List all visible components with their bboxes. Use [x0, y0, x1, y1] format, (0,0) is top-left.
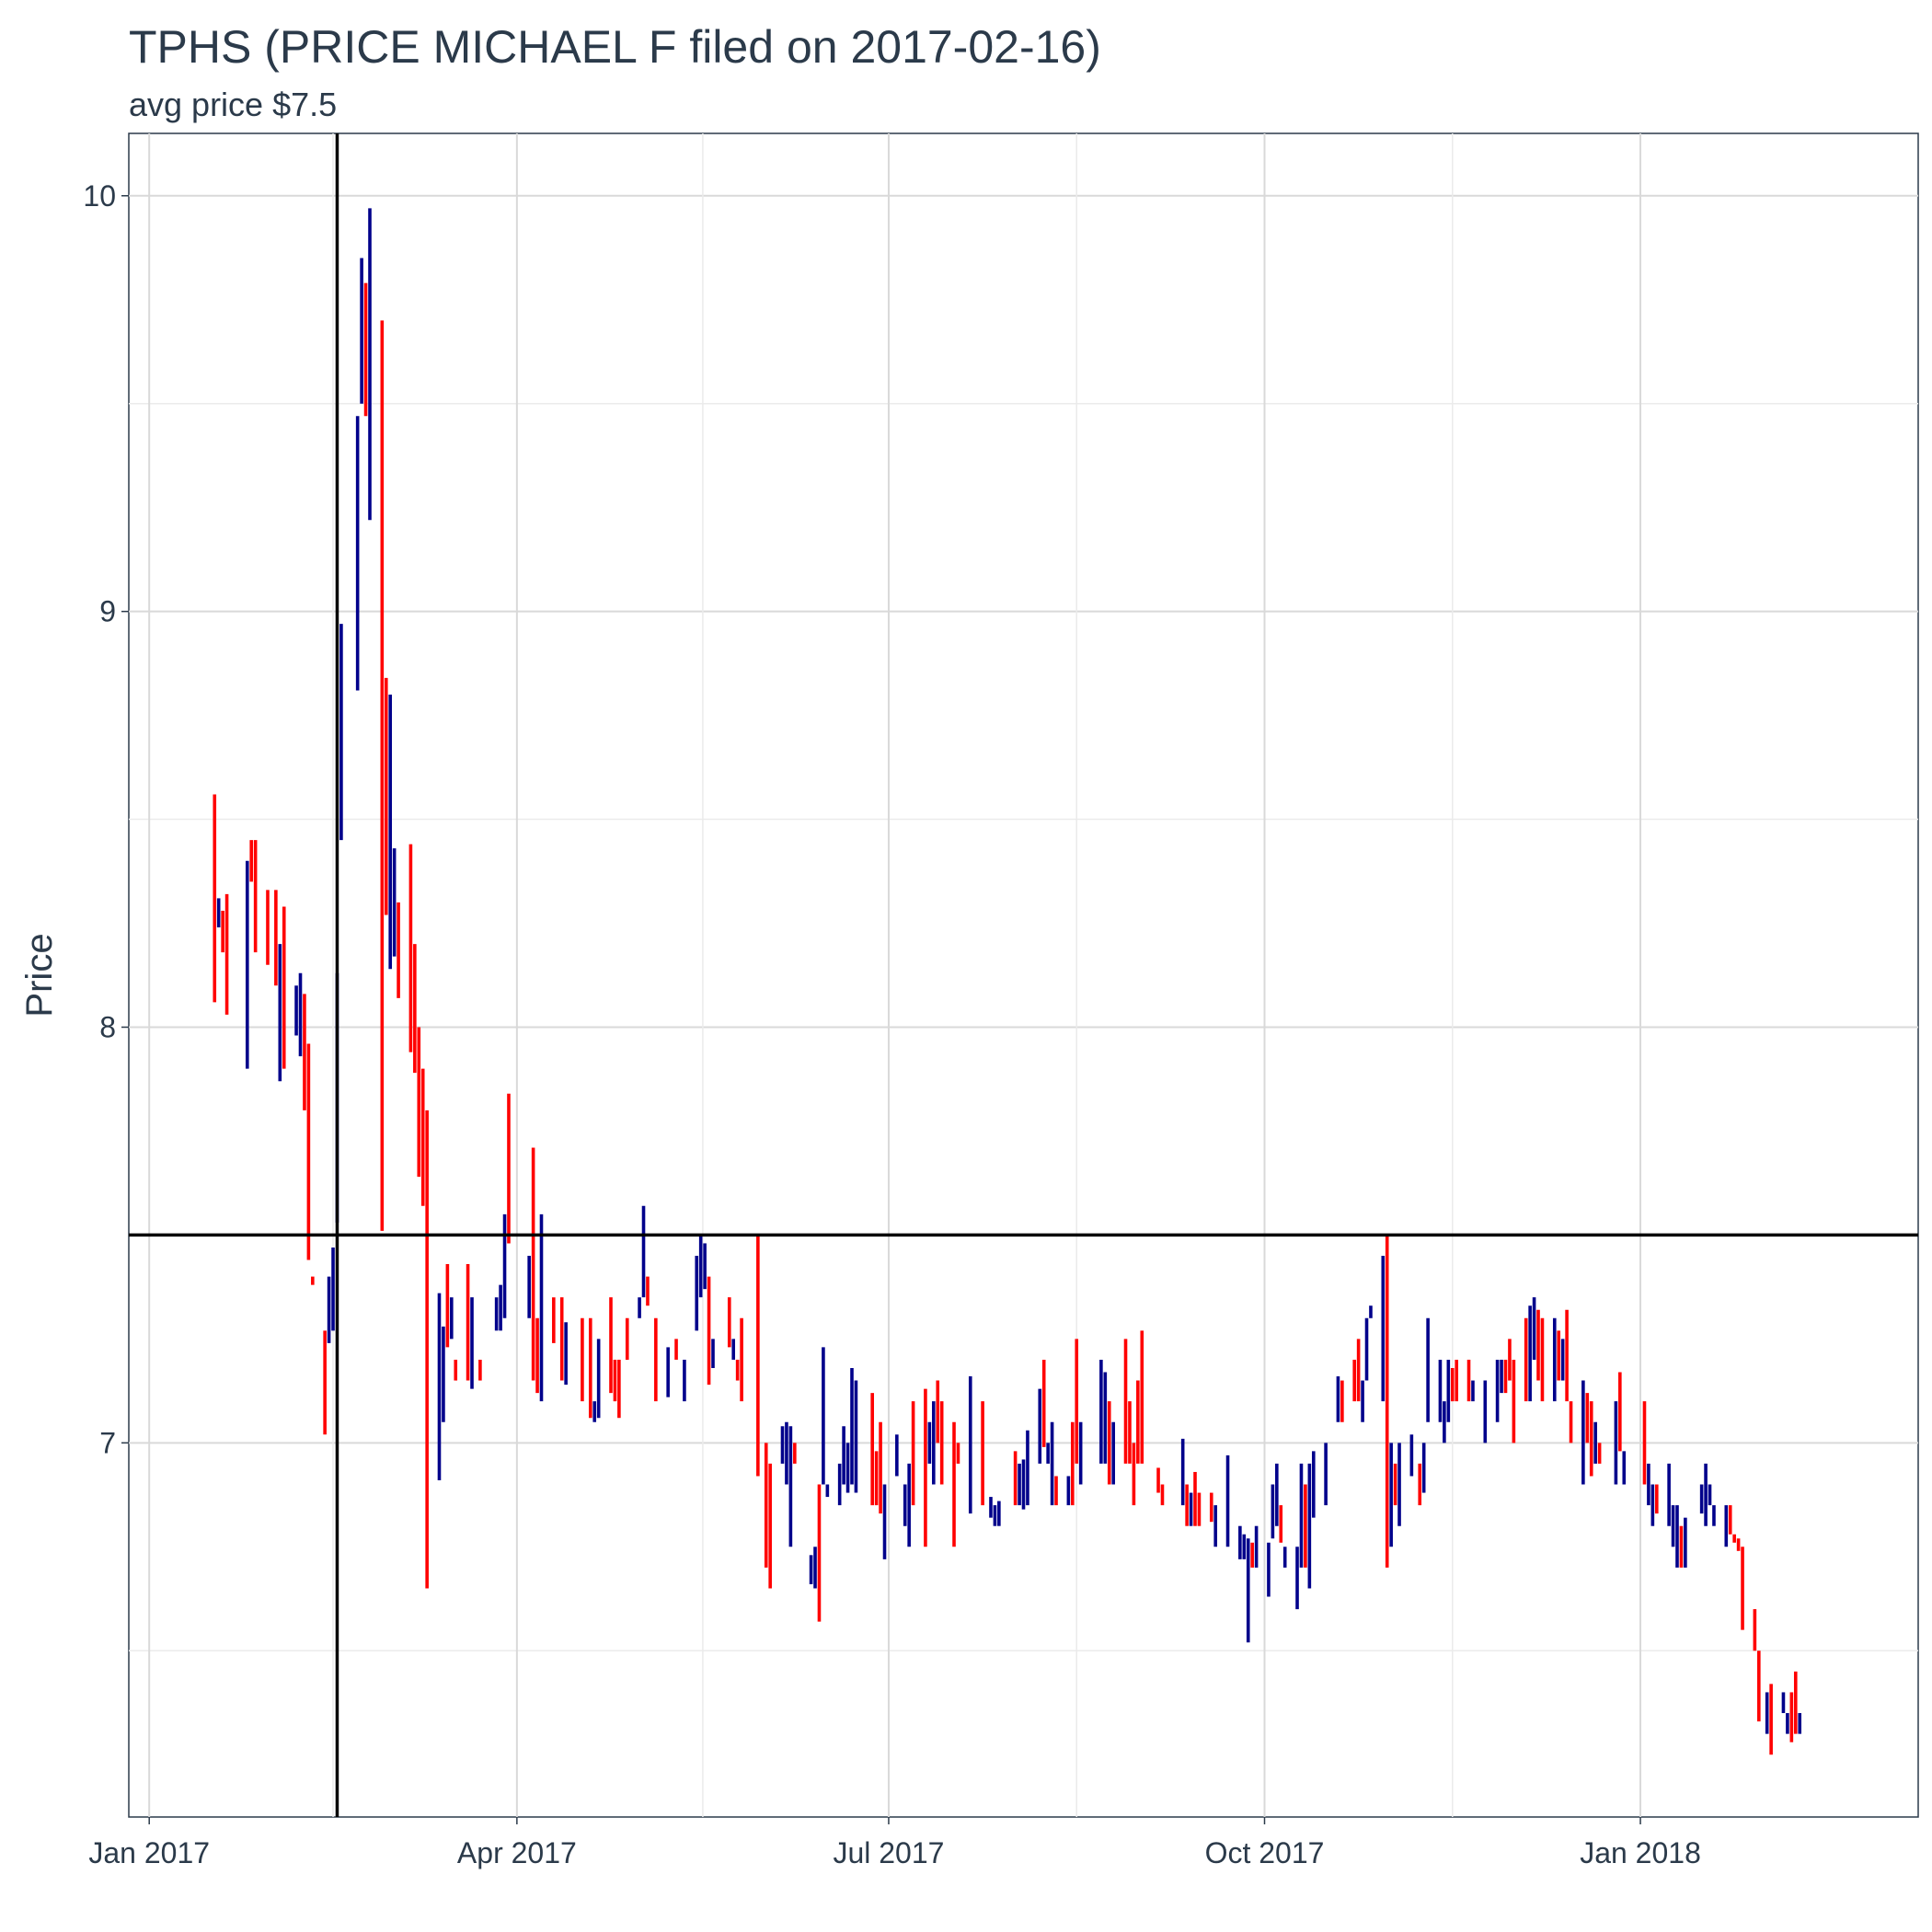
chart-subtitle: avg price $7.5 [129, 86, 337, 123]
y-axis-title: Price [19, 933, 60, 1017]
y-tick-label: 7 [99, 1426, 116, 1459]
chart-title: TPHS (PRICE MICHAEL F filed on 2017-02-1… [129, 21, 1101, 73]
x-tick-label: Oct 2017 [1205, 1836, 1325, 1869]
x-tick-label: Jul 2017 [833, 1836, 944, 1869]
reference-lines [129, 133, 1918, 1817]
price-bars [213, 208, 1802, 1755]
plot-panel [128, 132, 1919, 1818]
x-axis-ticks: Jan 2017 Apr 2017 Jul 2017 Oct 2017 Jan 2018 [88, 1817, 1701, 1869]
x-tick-label: Jan 2017 [88, 1836, 210, 1869]
x-tick-label: Apr 2017 [457, 1836, 577, 1869]
y-axis-ticks: 7 8 9 10 [83, 179, 129, 1459]
x-tick-label: Jan 2018 [1580, 1836, 1701, 1869]
y-tick-label: 8 [99, 1010, 116, 1043]
y-tick-label: 9 [99, 595, 116, 628]
y-tick-label: 10 [83, 179, 116, 213]
